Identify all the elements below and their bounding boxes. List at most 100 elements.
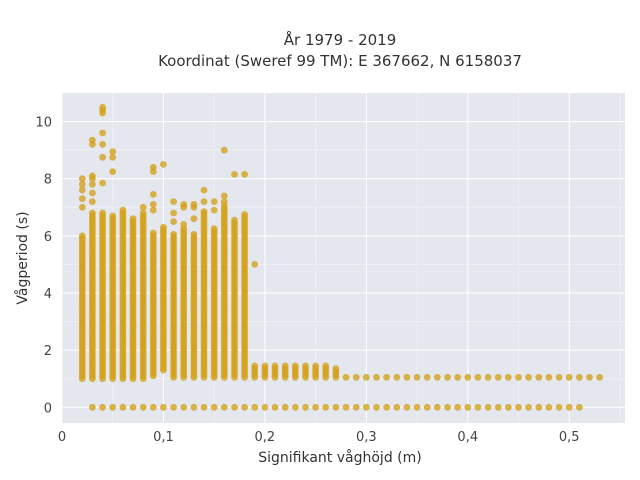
- data-point: [576, 403, 583, 411]
- data-point: [149, 191, 157, 198]
- data-point: [109, 148, 117, 156]
- data-point: [291, 362, 299, 370]
- data-point: [170, 209, 178, 217]
- data-point: [89, 403, 96, 411]
- data-point: [515, 403, 522, 411]
- data-point: [525, 373, 532, 381]
- data-point: [149, 206, 157, 214]
- data-point: [89, 209, 96, 217]
- data-point: [149, 163, 157, 171]
- data-point: [200, 403, 208, 411]
- data-point: [332, 403, 340, 411]
- data-point: [251, 261, 259, 268]
- data-point: [464, 373, 472, 381]
- data-point: [99, 141, 106, 148]
- data-point: [99, 179, 106, 187]
- data-point: [281, 362, 289, 370]
- data-point: [433, 373, 441, 381]
- chart-title-line1: År 1979 - 2019: [284, 30, 397, 49]
- data-point: [271, 362, 279, 370]
- data-point: [393, 403, 401, 411]
- data-point: [231, 216, 238, 224]
- data-point: [170, 218, 178, 226]
- data-point: [180, 201, 188, 208]
- data-point: [322, 403, 330, 411]
- data-point: [251, 403, 259, 411]
- y-tick-label: 6: [44, 230, 52, 245]
- data-point: [545, 403, 553, 411]
- data-point: [180, 221, 188, 228]
- data-point: [78, 186, 86, 194]
- data-point: [78, 175, 86, 183]
- data-point: [160, 223, 167, 231]
- data-point: [555, 403, 563, 411]
- data-point: [109, 153, 117, 161]
- data-point: [220, 198, 228, 206]
- data-point: [525, 403, 532, 411]
- data-point: [200, 208, 208, 216]
- data-point: [373, 403, 380, 411]
- data-point: [383, 373, 390, 381]
- data-point: [190, 403, 198, 411]
- data-point: [170, 198, 178, 206]
- data-point: [99, 129, 106, 137]
- data-point: [190, 215, 198, 223]
- y-tick-label: 8: [44, 173, 52, 188]
- data-point: [312, 403, 319, 411]
- y-tick-label: 10: [35, 116, 52, 131]
- data-point: [342, 373, 350, 381]
- data-point: [586, 373, 593, 381]
- data-point: [78, 181, 86, 188]
- data-point: [210, 198, 218, 206]
- data-point: [423, 373, 431, 381]
- x-tick-label: 0,3: [356, 430, 377, 445]
- data-point: [413, 403, 421, 411]
- data-point: [261, 403, 269, 411]
- data-point: [190, 231, 198, 238]
- chart-title-line2: Koordinat (Sweref 99 TM): E 367662, N 61…: [158, 52, 522, 70]
- data-point: [596, 373, 603, 381]
- data-point: [444, 403, 451, 411]
- data-point: [139, 403, 147, 411]
- data-point: [271, 403, 279, 411]
- data-point: [241, 171, 249, 178]
- data-point: [403, 403, 411, 411]
- data-point: [545, 373, 553, 381]
- y-axis-label: Vågperiod (s): [14, 211, 31, 304]
- data-point: [170, 403, 178, 411]
- data-point: [89, 172, 96, 180]
- data-point: [332, 365, 340, 373]
- data-point: [231, 171, 238, 178]
- data-point: [109, 168, 117, 176]
- data-point: [464, 403, 472, 411]
- data-point: [119, 403, 127, 411]
- data-point: [474, 403, 482, 411]
- data-point: [241, 211, 249, 218]
- data-point: [89, 189, 96, 197]
- y-tick-label: 0: [44, 401, 52, 416]
- data-point: [220, 192, 228, 200]
- data-point: [291, 403, 299, 411]
- data-point: [413, 373, 421, 381]
- data-point: [393, 373, 401, 381]
- data-point: [444, 373, 451, 381]
- data-point: [99, 153, 106, 161]
- data-point: [190, 201, 198, 208]
- data-point: [322, 362, 330, 370]
- data-point: [129, 215, 137, 223]
- data-point: [383, 403, 390, 411]
- data-point: [565, 373, 573, 381]
- data-point: [261, 362, 269, 370]
- data-point: [78, 232, 86, 240]
- data-point: [535, 373, 543, 381]
- y-tick-label: 2: [44, 344, 52, 359]
- x-tick-label: 0,5: [559, 430, 580, 445]
- data-point: [352, 373, 360, 381]
- data-point: [99, 403, 106, 411]
- data-point: [454, 403, 461, 411]
- data-point: [210, 206, 218, 214]
- data-point: [78, 203, 86, 211]
- x-axis-label: Signifikant våghöjd (m): [258, 449, 421, 466]
- data-point: [373, 373, 380, 381]
